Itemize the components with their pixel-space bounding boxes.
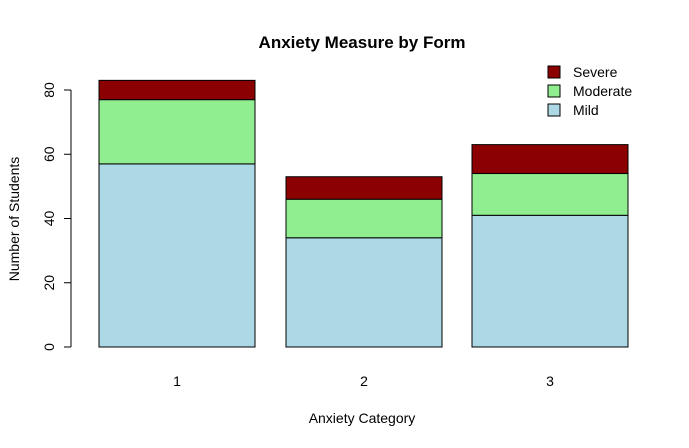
bar-severe-2 bbox=[285, 176, 443, 200]
bar-moderate-1 bbox=[98, 99, 256, 165]
y-tick-label: 0 bbox=[41, 343, 57, 351]
bar-severe-1 bbox=[98, 79, 256, 101]
legend-swatch-severe bbox=[547, 65, 561, 79]
legend-swatch-mild bbox=[547, 103, 561, 117]
bar-mild-1 bbox=[98, 163, 256, 348]
x-axis-label: Anxiety Category bbox=[309, 410, 416, 426]
legend: Severe Moderate Mild bbox=[547, 64, 632, 118]
legend-label-mild: Mild bbox=[573, 102, 599, 118]
y-tick-label: 60 bbox=[41, 146, 57, 162]
y-axis-label: Number of Students bbox=[6, 157, 22, 282]
bar-mild-2 bbox=[285, 237, 443, 348]
bar-moderate-3 bbox=[471, 173, 629, 216]
legend-swatch-moderate bbox=[547, 84, 561, 98]
bar-severe-3 bbox=[471, 144, 629, 175]
chart-title: Anxiety Measure by Form bbox=[259, 33, 466, 52]
bars-group bbox=[98, 79, 629, 348]
x-tick-label: 2 bbox=[360, 373, 368, 389]
bar-mild-3 bbox=[471, 214, 629, 348]
x-tick-labels: 1 2 3 bbox=[173, 373, 554, 389]
x-tick-label: 1 bbox=[173, 373, 181, 389]
x-tick-label: 3 bbox=[546, 373, 554, 389]
y-axis: 0 20 40 60 80 bbox=[41, 82, 72, 351]
y-tick-label: 20 bbox=[41, 275, 57, 291]
legend-label-severe: Severe bbox=[573, 64, 618, 80]
y-tick-label: 80 bbox=[41, 82, 57, 98]
legend-label-moderate: Moderate bbox=[573, 83, 632, 99]
y-tick-label: 40 bbox=[41, 211, 57, 227]
bar-moderate-2 bbox=[285, 198, 443, 239]
